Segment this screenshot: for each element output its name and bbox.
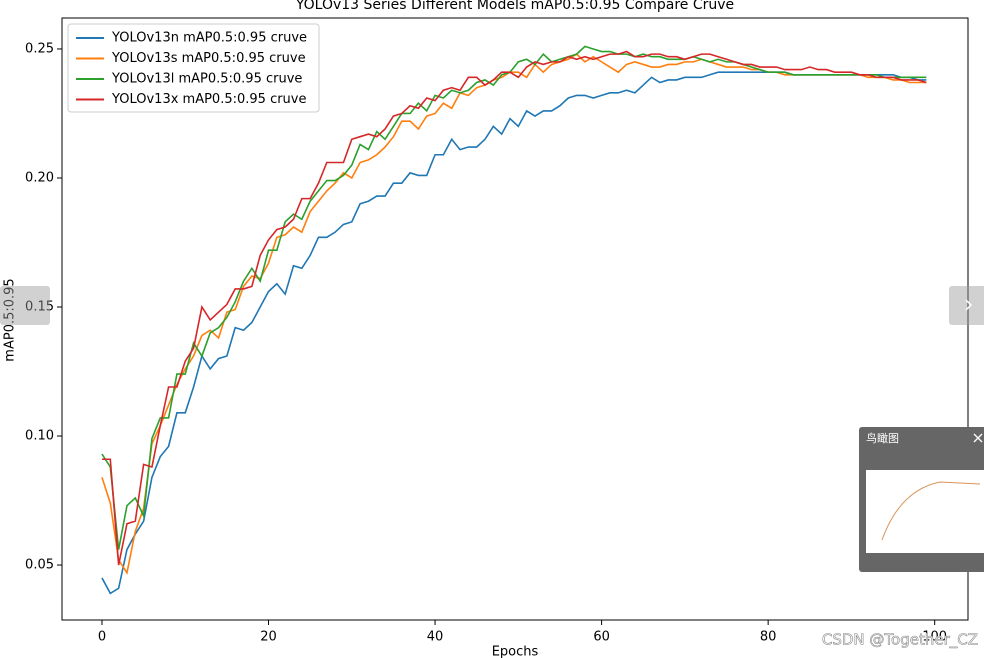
x-tick-label: 20 (260, 630, 277, 645)
minimap: 鸟瞰图 (859, 427, 984, 572)
legend-label: YOLOv13s mAP0.5:0.95 cruve (111, 51, 306, 66)
x-tick-label: 80 (760, 630, 777, 645)
legend-label: YOLOv13x mAP0.5:0.95 cruve (111, 92, 307, 107)
axes-frame (61, 17, 969, 621)
y-tick-label: 0.20 (25, 170, 54, 185)
minimap-thumbnail[interactable] (866, 470, 984, 553)
series-line (101, 50, 927, 566)
x-tick-label: 40 (427, 630, 444, 645)
watermark: CSDN @Together_CZ (822, 631, 978, 650)
x-axis-label: Epochs (492, 645, 539, 658)
series-line (101, 53, 927, 575)
y-tick-label: 0.05 (25, 558, 54, 573)
series-line (101, 71, 927, 595)
minimap-preview (881, 481, 981, 541)
series-line (101, 45, 927, 550)
legend-label: YOLOv13l mAP0.5:0.95 cruve (111, 72, 302, 87)
x-tick-label: 60 (593, 630, 610, 645)
legend: YOLOv13n mAP0.5:0.95 cruve YOLOv13s mAP0.… (67, 23, 320, 113)
minimap-close[interactable] (973, 433, 983, 443)
y-axis-label: mAP0.5:0.95 (3, 278, 18, 361)
y-tick-label: 0.10 (25, 429, 54, 444)
y-tick-label: 0.25 (25, 41, 54, 56)
x-tick-label: 100 (922, 630, 947, 645)
prev-button[interactable] (0, 286, 50, 325)
x-tick-label: 0 (98, 630, 106, 645)
legend-box (67, 23, 320, 113)
next-button[interactable] (949, 286, 984, 325)
chart-title: YOLOv13 Series Different Models mAP0.5:0… (295, 0, 734, 13)
minimap-title: 鸟瞰图 (866, 431, 899, 445)
next-icon (965, 299, 973, 311)
y-tick-label: 0.15 (25, 300, 54, 315)
legend-label: YOLOv13n mAP0.5:0.95 cruve (111, 31, 307, 46)
